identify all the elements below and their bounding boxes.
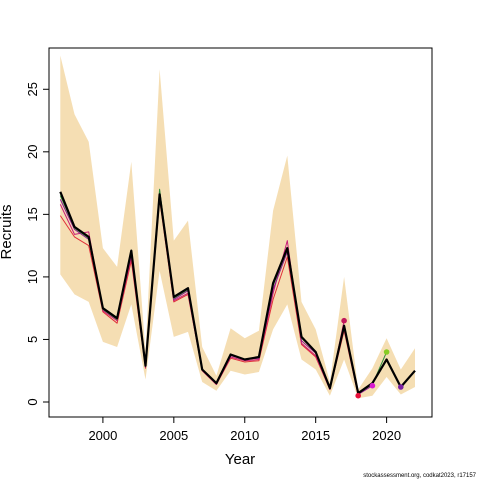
y-tick-label-5: 5 bbox=[25, 336, 40, 343]
source-label: stockassessment.org, codkat2023, r17157 bbox=[363, 473, 476, 479]
x-tick-label-2005: 2005 bbox=[159, 428, 188, 443]
y-tick-label-0: 0 bbox=[25, 398, 40, 405]
endpoint-marker-2019 bbox=[369, 382, 376, 389]
x-axis-label: Year bbox=[225, 451, 255, 468]
y-tick-label-25: 25 bbox=[25, 82, 40, 96]
y-axis: 0 5 10 15 20 25 bbox=[25, 82, 50, 406]
endpoint-marker-2017 bbox=[341, 317, 347, 324]
x-tick-label-2000: 2000 bbox=[88, 428, 117, 443]
endpoint-marker-2021 bbox=[398, 384, 404, 390]
y-tick-label-15: 15 bbox=[25, 207, 40, 221]
confidence-band-layer bbox=[60, 55, 416, 399]
confidence-band bbox=[60, 55, 416, 399]
endpoint-markers-layer bbox=[341, 317, 404, 399]
x-axis: 2000 2005 2010 2015 2020 bbox=[88, 416, 401, 443]
endpoint-marker-2018 bbox=[355, 392, 362, 399]
main-series-line bbox=[59, 191, 416, 395]
x-tick-label-2010: 2010 bbox=[230, 428, 259, 443]
y-tick-label-20: 20 bbox=[25, 145, 40, 159]
x-tick-label-2015: 2015 bbox=[301, 428, 330, 443]
main-series-layer bbox=[59, 191, 416, 395]
endpoint-marker-2020 bbox=[383, 349, 390, 355]
y-tick-label-10: 10 bbox=[25, 270, 40, 284]
x-tick-label-2020: 2020 bbox=[372, 428, 401, 443]
y-axis-label: Recruits bbox=[0, 204, 15, 259]
